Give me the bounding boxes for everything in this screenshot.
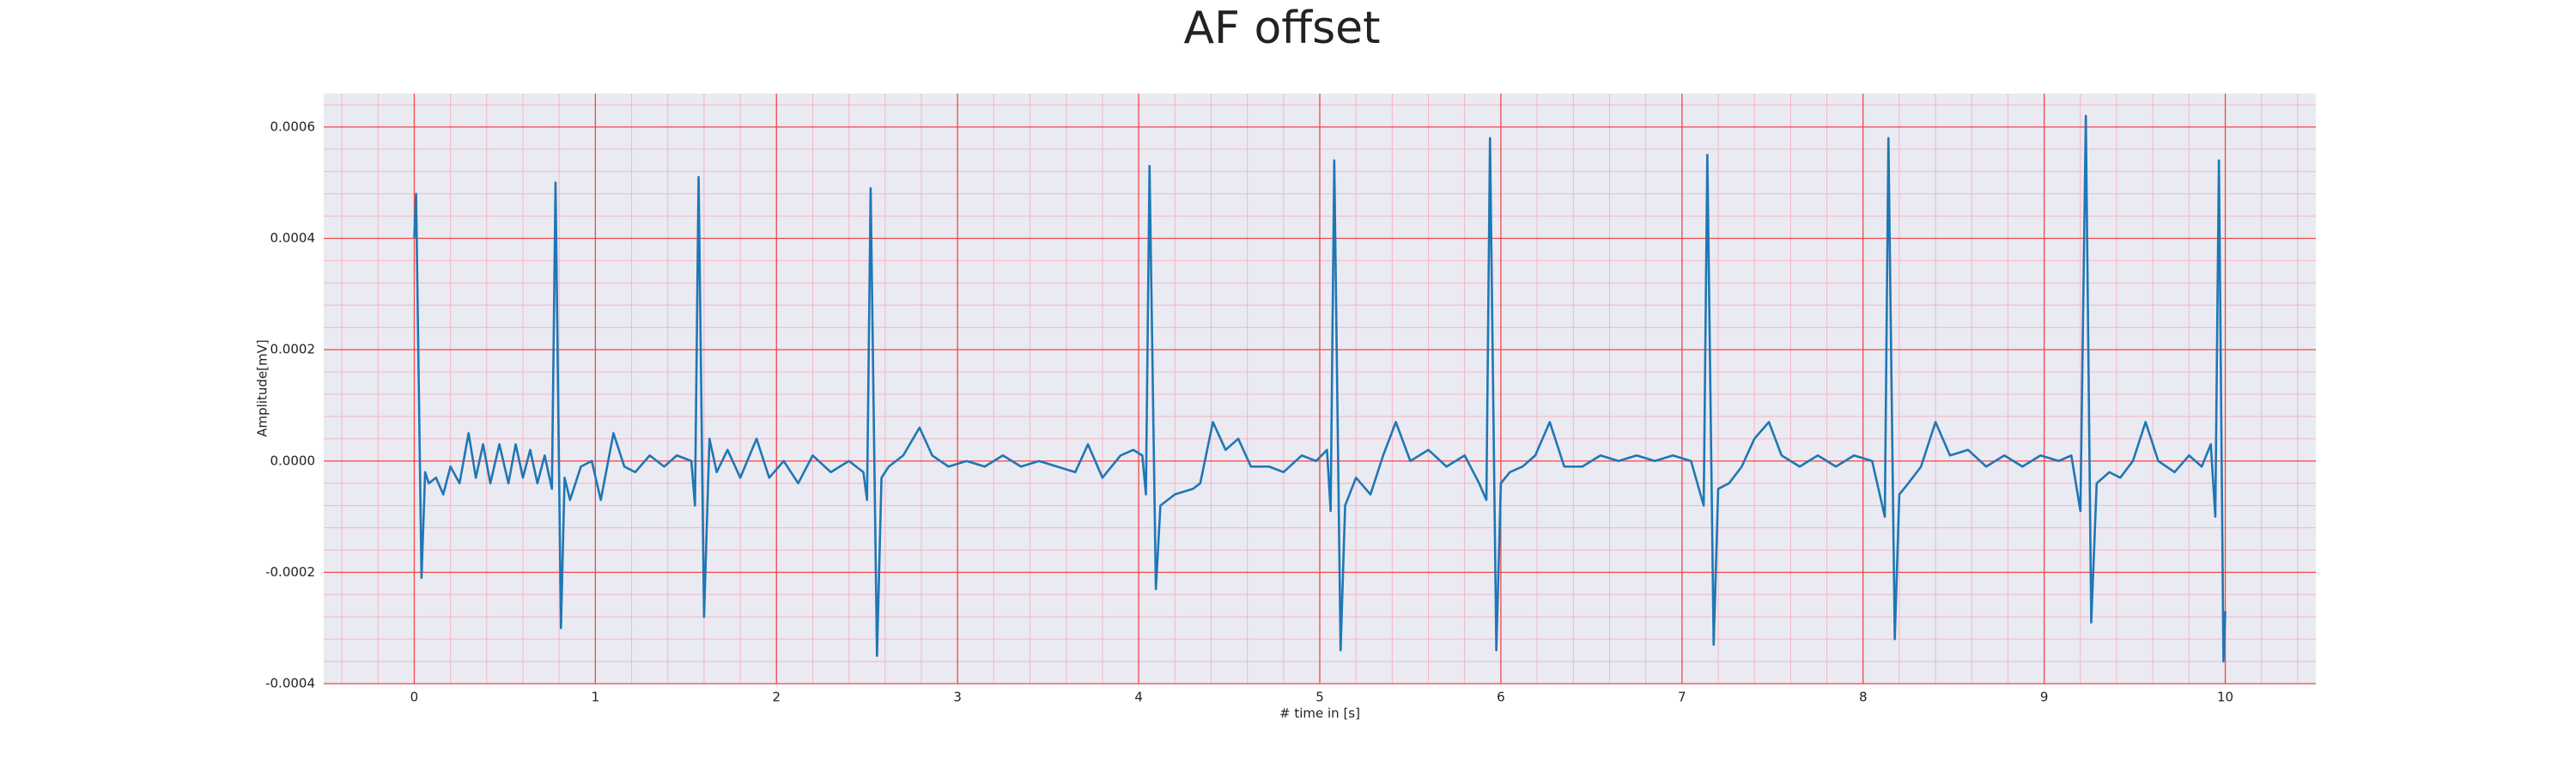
x-tick-label: 6 [1497, 690, 1505, 705]
y-tick-label: -0.0004 [265, 676, 315, 691]
x-tick-label: 5 [1315, 690, 1324, 705]
x-tick-label: 3 [953, 690, 962, 705]
y-axis-label: Amplitude[mV] [255, 339, 270, 436]
x-tick-label: 4 [1134, 690, 1143, 705]
y-tick-label: 0.0006 [270, 119, 316, 134]
grid [324, 94, 2316, 685]
x-tick-label: 7 [1678, 690, 1686, 705]
x-tick-label: 10 [2217, 690, 2233, 705]
x-tick-label: 9 [2040, 690, 2049, 705]
chart-title: AF offset [1183, 3, 1380, 54]
x-tick-label: 0 [410, 690, 419, 705]
y-tick-label: -0.0002 [265, 564, 315, 580]
y-tick-label: 0.0002 [270, 342, 316, 357]
x-axis-label: # time in [s] [1279, 706, 1360, 721]
marks [413, 114, 2227, 663]
y-tick-label: 0.0000 [270, 453, 316, 468]
y-tick-label: 0.0004 [270, 230, 316, 246]
x-tick-label: 2 [772, 690, 781, 705]
x-tick-label: 1 [592, 690, 600, 705]
line [413, 114, 2227, 663]
x-tick-label: 8 [1859, 690, 1868, 705]
